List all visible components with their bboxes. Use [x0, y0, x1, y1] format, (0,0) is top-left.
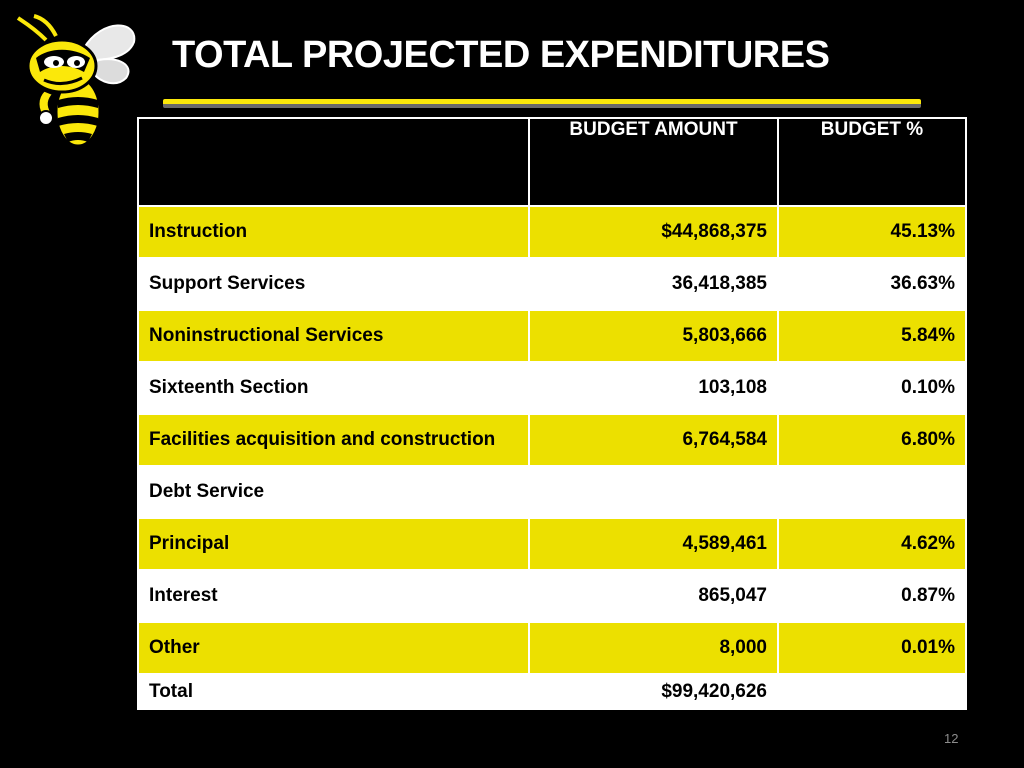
row-label: Noninstructional Services — [137, 309, 530, 363]
row-amount: $44,868,375 — [528, 205, 779, 259]
row-label: Debt Service — [137, 465, 530, 519]
table-row: Other 8,000 0.01% — [137, 621, 967, 675]
row-percent: 36.63% — [777, 257, 967, 311]
table-row: Facilities acquisition and construction … — [137, 413, 967, 467]
row-label: Sixteenth Section — [137, 361, 530, 415]
row-amount: 8,000 — [528, 621, 779, 675]
row-amount: 6,764,584 — [528, 413, 779, 467]
table-row: Noninstructional Services 5,803,666 5.84… — [137, 309, 967, 363]
table-row: Instruction $44,868,375 45.13% — [137, 205, 967, 259]
total-amount: $99,420,626 — [528, 673, 779, 710]
total-percent — [777, 673, 967, 710]
row-percent: 0.10% — [777, 361, 967, 415]
total-row: Total $99,420,626 — [137, 673, 967, 710]
row-percent: 45.13% — [777, 205, 967, 259]
row-amount: 36,418,385 — [528, 257, 779, 311]
row-percent — [777, 465, 967, 519]
total-label: Total — [137, 673, 530, 710]
table-row: Sixteenth Section 103,108 0.10% — [137, 361, 967, 415]
header-budget-percent: BUDGET % — [777, 117, 967, 207]
row-percent: 4.62% — [777, 517, 967, 571]
table-row: Support Services 36,418,385 36.63% — [137, 257, 967, 311]
row-amount: 4,589,461 — [528, 517, 779, 571]
row-percent: 0.01% — [777, 621, 967, 675]
header-category — [137, 117, 530, 207]
row-amount: 103,108 — [528, 361, 779, 415]
row-label: Instruction — [137, 205, 530, 259]
row-label: Principal — [137, 517, 530, 571]
title-divider — [163, 99, 921, 108]
expenditures-table: BUDGET AMOUNT BUDGET % Instruction $44,8… — [137, 117, 967, 710]
row-percent: 5.84% — [777, 309, 967, 363]
row-amount: 865,047 — [528, 569, 779, 623]
row-label: Support Services — [137, 257, 530, 311]
table-row: Principal 4,589,461 4.62% — [137, 517, 967, 571]
table-row: Interest 865,047 0.87% — [137, 569, 967, 623]
row-percent: 0.87% — [777, 569, 967, 623]
table-header-row: BUDGET AMOUNT BUDGET % — [137, 117, 967, 207]
page-title: TOTAL PROJECTED EXPENDITURES — [172, 34, 830, 76]
header-budget-amount: BUDGET AMOUNT — [528, 117, 779, 207]
row-label: Interest — [137, 569, 530, 623]
row-label: Other — [137, 621, 530, 675]
yellow-jacket-mascot-icon — [14, 14, 138, 150]
row-label: Facilities acquisition and construction — [137, 413, 530, 467]
table-row: Debt Service — [137, 465, 967, 519]
row-amount: 5,803,666 — [528, 309, 779, 363]
row-amount — [528, 465, 779, 519]
row-percent: 6.80% — [777, 413, 967, 467]
page-number: 12 — [944, 731, 959, 746]
